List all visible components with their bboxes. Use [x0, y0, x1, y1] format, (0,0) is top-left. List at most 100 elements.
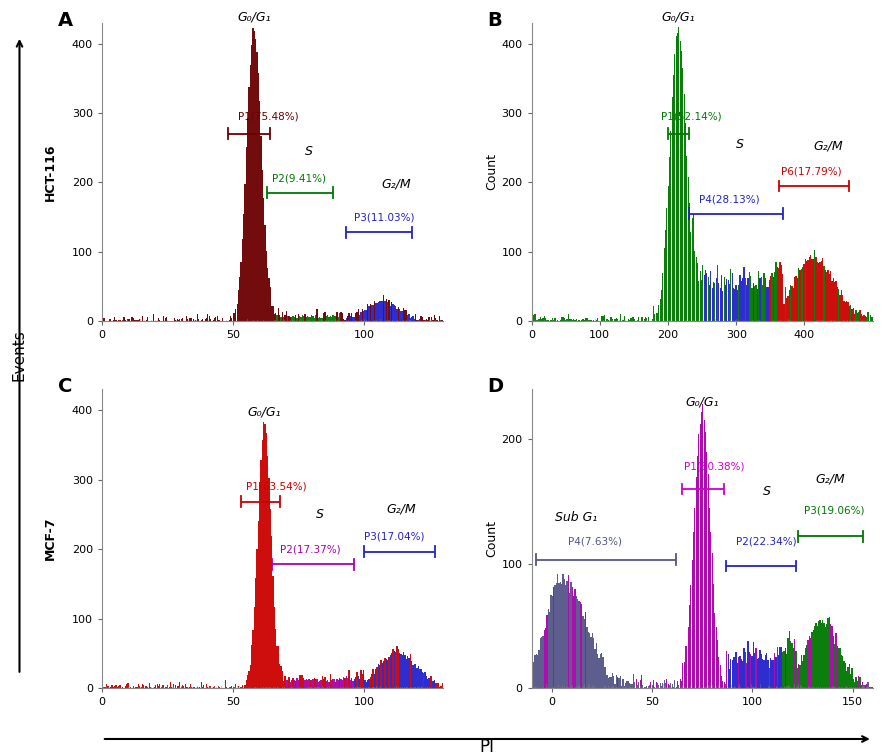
Bar [595, 643, 597, 688]
Bar [672, 75, 674, 321]
Bar [756, 648, 757, 688]
Bar [242, 239, 243, 321]
Bar [729, 669, 730, 688]
Bar [400, 311, 401, 321]
Bar [350, 316, 351, 321]
Bar [693, 214, 694, 321]
Bar [274, 607, 275, 688]
Bar [150, 687, 152, 688]
Bar [377, 664, 379, 688]
Bar [810, 256, 812, 321]
Bar [550, 595, 552, 688]
Text: MCF-7: MCF-7 [44, 517, 57, 560]
Bar [563, 578, 565, 688]
Bar [290, 318, 291, 321]
Bar [260, 136, 261, 321]
Bar [141, 687, 142, 688]
Bar [179, 319, 181, 321]
Bar [392, 649, 393, 688]
Bar [545, 318, 547, 321]
Bar [701, 280, 702, 321]
Bar [643, 320, 645, 321]
Bar [321, 680, 322, 688]
Bar [683, 662, 685, 688]
Bar [806, 261, 807, 321]
Bar [724, 682, 725, 688]
Bar [766, 287, 767, 321]
Bar [802, 661, 804, 688]
Bar [664, 683, 666, 688]
Bar [613, 677, 614, 688]
Bar [782, 652, 783, 688]
Bar [533, 315, 534, 321]
Bar [797, 668, 798, 688]
Text: P3(11.03%): P3(11.03%) [354, 212, 415, 222]
Bar [867, 311, 868, 321]
Bar [700, 271, 701, 321]
Bar [407, 315, 408, 321]
Bar [319, 318, 321, 321]
Bar [682, 662, 683, 688]
Bar [322, 676, 323, 688]
Bar [646, 318, 648, 321]
Bar [826, 272, 828, 321]
Bar [146, 320, 147, 321]
Bar [854, 682, 855, 688]
Bar [799, 270, 801, 321]
Bar [311, 680, 313, 688]
Bar [409, 654, 411, 688]
Bar [353, 317, 354, 321]
Bar [859, 677, 860, 688]
Bar [401, 311, 403, 321]
Bar [839, 296, 841, 321]
Bar [807, 260, 809, 321]
Bar [849, 306, 850, 321]
Bar [727, 654, 729, 688]
Bar [548, 320, 549, 321]
Bar [669, 685, 670, 688]
Bar [270, 509, 271, 688]
Bar [836, 646, 838, 688]
Bar [601, 316, 602, 321]
Bar [553, 587, 555, 688]
Bar [174, 318, 175, 321]
Bar [662, 683, 664, 688]
Bar [841, 290, 842, 321]
Bar [706, 273, 707, 321]
Bar [585, 318, 587, 321]
Text: D: D [487, 377, 503, 396]
Bar [815, 257, 817, 321]
Bar [167, 685, 168, 688]
Bar [773, 277, 774, 321]
Bar [664, 231, 666, 321]
Bar [642, 317, 643, 321]
Bar [775, 656, 777, 688]
Bar [144, 686, 146, 688]
Text: G₂/M: G₂/M [381, 178, 410, 191]
Bar [618, 678, 619, 688]
Bar [271, 306, 272, 321]
Bar [375, 303, 377, 321]
Bar [306, 317, 307, 321]
Bar [637, 320, 638, 321]
Bar [205, 318, 206, 321]
Bar [746, 663, 748, 688]
Bar [624, 686, 625, 688]
Bar [367, 304, 369, 321]
Bar [403, 308, 404, 321]
Bar [206, 684, 207, 688]
Bar [163, 316, 165, 321]
Bar [298, 680, 299, 688]
Bar [437, 683, 438, 688]
Bar [646, 686, 648, 688]
Bar [374, 674, 375, 688]
Bar [348, 313, 350, 321]
Bar [214, 686, 215, 688]
Bar [423, 673, 424, 688]
Bar [182, 318, 183, 321]
Bar [678, 26, 680, 321]
Bar [544, 631, 545, 688]
Bar [635, 679, 637, 688]
Bar [785, 648, 786, 688]
Bar [166, 317, 167, 321]
